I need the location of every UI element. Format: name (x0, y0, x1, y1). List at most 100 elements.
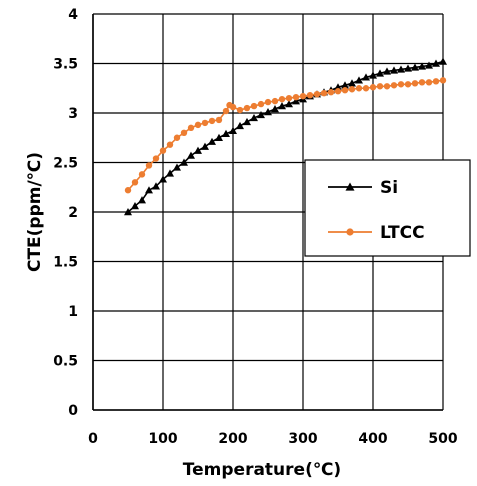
x-tick-label: 300 (288, 431, 317, 447)
y-tick-label: 3.5 (53, 57, 78, 73)
data-point-ltcc (418, 79, 426, 86)
x-tick-label: 500 (428, 431, 457, 447)
y-tick-label: 0.5 (53, 354, 78, 370)
legend-label-ltcc: LTCC (380, 223, 425, 243)
data-point-ltcc (180, 129, 188, 136)
data-point-si (250, 113, 258, 122)
data-point-si (243, 117, 251, 126)
data-point-ltcc (383, 83, 391, 90)
data-point-si (383, 67, 391, 75)
data-point-ltcc (257, 100, 265, 108)
data-point-ltcc (201, 119, 209, 127)
y-axis-title: CTE(ppm/℃) (25, 152, 45, 272)
data-point-ltcc (334, 88, 342, 95)
data-point-ltcc (222, 107, 230, 115)
data-point-si (376, 69, 384, 77)
data-point-si (348, 79, 356, 87)
tick-labels: 0 100 200 300 400 500 0 0.5 1 1.5 2 2.5 3 3.5 4 (53, 7, 458, 447)
x-tick-label: 400 (358, 431, 387, 447)
data-point-ltcc (138, 171, 146, 178)
data-point-si (215, 133, 223, 141)
data-point-ltcc (369, 84, 377, 91)
data-point-ltcc (278, 95, 286, 103)
data-point-si (278, 102, 286, 110)
y-tick-label: 4 (68, 7, 78, 23)
data-point-ltcc (404, 81, 412, 88)
data-point-ltcc (271, 97, 279, 105)
legend: Si LTCC (304, 159, 471, 257)
data-point-ltcc (397, 81, 405, 88)
data-point-ltcc (173, 134, 181, 141)
data-point-si (222, 129, 230, 137)
x-axis-title: Temperature(℃) (183, 460, 341, 480)
y-tick-label: 1 (68, 304, 78, 320)
y-tick-label: 2.5 (53, 156, 78, 172)
data-point-si (236, 121, 244, 130)
data-point-si (257, 110, 265, 119)
data-point-ltcc (432, 78, 440, 85)
series-ltcc (124, 77, 447, 194)
data-point-si (334, 83, 342, 91)
axes (92, 14, 443, 411)
data-point-si (271, 105, 279, 113)
data-point-si (131, 202, 139, 210)
data-point-si (201, 142, 209, 150)
data-point-ltcc (215, 116, 223, 124)
data-point-si (404, 64, 412, 72)
data-point-ltcc (285, 94, 293, 102)
data-point-ltcc (327, 89, 335, 96)
data-point-ltcc (131, 179, 139, 186)
data-point-ltcc (264, 98, 272, 106)
data-point-si (341, 81, 349, 89)
legend-box (304, 159, 471, 257)
data-point-ltcc (145, 162, 153, 169)
data-point-si (369, 71, 377, 79)
data-point-ltcc (208, 117, 216, 125)
data-point-ltcc (229, 103, 237, 111)
data-point-si (425, 61, 433, 69)
data-point-ltcc (306, 91, 314, 99)
data-point-si (229, 126, 237, 135)
data-point-si (124, 208, 132, 216)
data-point-si (152, 182, 160, 190)
data-point-si (397, 65, 405, 73)
data-point-si (432, 59, 440, 67)
data-point-si (411, 63, 419, 71)
data-point-ltcc (299, 92, 307, 100)
data-point-ltcc (159, 147, 167, 154)
data-point-si (390, 66, 398, 74)
data-point-si (285, 100, 293, 108)
data-point-ltcc (124, 187, 132, 194)
series-layer (124, 57, 447, 216)
legend-items: Si LTCC (328, 178, 425, 243)
data-point-si (187, 151, 195, 159)
data-point-ltcc (390, 82, 398, 89)
y-tick-label: 3 (68, 106, 78, 122)
data-point-si (173, 163, 181, 171)
data-point-ltcc (341, 87, 349, 94)
x-tick-label: 100 (148, 431, 177, 447)
data-point-si (418, 62, 426, 70)
data-point-si (264, 108, 272, 116)
legend-marker-ltcc (346, 228, 354, 236)
data-point-si (159, 175, 167, 183)
data-point-si (166, 169, 174, 177)
data-point-si (355, 76, 363, 84)
data-point-ltcc (243, 104, 251, 112)
data-point-ltcc (411, 80, 419, 87)
data-point-ltcc (376, 83, 384, 90)
data-point-ltcc (348, 86, 356, 93)
legend-marker-si (345, 182, 355, 191)
y-tick-label: 0 (68, 403, 78, 419)
data-point-ltcc (439, 77, 447, 84)
data-point-si (439, 57, 447, 65)
y-tick-label: 2 (68, 205, 78, 221)
data-point-ltcc (425, 79, 433, 86)
data-point-si (194, 146, 202, 154)
data-point-si (138, 196, 146, 204)
legend-label-si: Si (380, 178, 398, 198)
data-point-ltcc (236, 106, 244, 114)
x-tick-label: 0 (88, 431, 98, 447)
data-point-ltcc (320, 90, 328, 97)
